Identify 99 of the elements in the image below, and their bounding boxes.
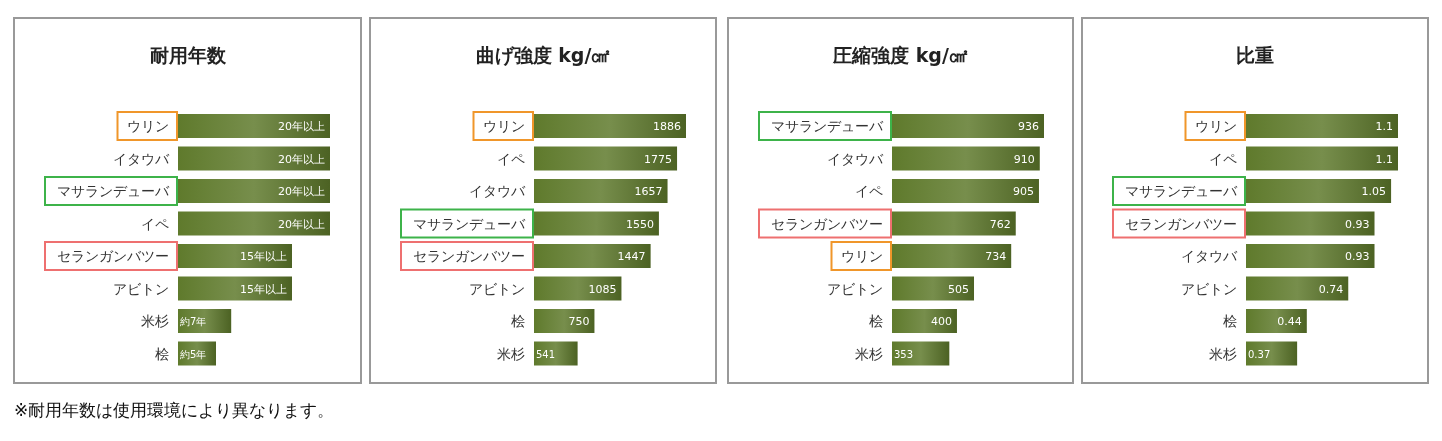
- y-tick-label: イタウバ: [113, 150, 170, 167]
- bar: [178, 114, 330, 138]
- y-tick-label: マサランデューバ: [771, 118, 884, 134]
- bar: [534, 244, 651, 268]
- y-tick-label: 米杉: [141, 313, 169, 329]
- data-label: 0.93: [1345, 217, 1370, 231]
- data-label: 905: [1012, 185, 1034, 198]
- data-label: 1.05: [1361, 185, 1387, 198]
- y-tick-label: セランガンバツー: [57, 248, 169, 264]
- bar: [534, 309, 595, 333]
- bar: [178, 244, 292, 268]
- bar: [892, 276, 975, 301]
- y-tick-label: 米杉: [855, 345, 883, 362]
- data-label: 1447: [617, 250, 646, 263]
- y-tick-label: イペ: [1209, 150, 1237, 167]
- data-label: 15年以上: [240, 282, 287, 296]
- data-label: 0.74: [1318, 282, 1344, 296]
- chart-title: 圧縮強度 kg/㎠: [832, 44, 968, 66]
- y-tick-label: ウリン: [1195, 118, 1237, 134]
- bar: [178, 146, 330, 171]
- data-label: 1550: [625, 217, 654, 231]
- bar: [892, 341, 950, 366]
- text: ※耐用年数は使用環境により異なります。: [14, 400, 335, 420]
- chart-title: 曲げ強度 kg/㎠: [475, 44, 611, 66]
- y-tick-label: イペ: [497, 150, 525, 167]
- bar: [892, 244, 1012, 268]
- bar: [1246, 179, 1392, 203]
- y-tick-label: ウリン: [127, 118, 169, 134]
- y-tick-label: イタウバ: [827, 150, 884, 167]
- data-label: 762: [989, 217, 1011, 231]
- bar: [534, 146, 678, 171]
- bar: [892, 211, 1016, 236]
- bar: [178, 179, 330, 203]
- data-label: 750: [568, 315, 590, 328]
- y-tick-label: アビトン: [469, 280, 525, 297]
- data-label: 1085: [588, 282, 617, 296]
- data-label: 1775: [644, 152, 673, 166]
- y-tick-label: イタウバ: [1181, 248, 1238, 264]
- y-tick-label: アビトン: [827, 280, 883, 297]
- y-tick-label: イタウバ: [469, 183, 526, 199]
- bar: [1246, 309, 1307, 333]
- data-label: 20年以上: [278, 217, 325, 231]
- bar: [534, 341, 578, 366]
- y-tick-label: セランガンバツー: [413, 248, 525, 264]
- data-label: 1886: [653, 120, 681, 133]
- data-label: 353: [894, 348, 914, 360]
- data-label: 1.1: [1375, 120, 1393, 133]
- chart-title: 比重: [1236, 44, 1274, 66]
- chart-title: 耐用年数: [149, 44, 227, 66]
- data-label: 15年以上: [240, 250, 287, 263]
- data-label: 0.37: [1248, 348, 1271, 360]
- bar: [178, 211, 330, 236]
- y-tick-label: マサランデューバ: [57, 183, 170, 199]
- y-tick-label: アビトン: [113, 280, 169, 297]
- bar: [1246, 244, 1375, 268]
- y-tick-label: 米杉: [497, 345, 525, 362]
- data-label: 910: [1013, 152, 1035, 166]
- data-label: 20年以上: [278, 152, 325, 166]
- bar: [534, 179, 668, 203]
- data-label: 約7年: [180, 316, 207, 327]
- bar: [892, 146, 1040, 171]
- data-label: 20年以上: [278, 120, 325, 133]
- bar: [892, 309, 957, 333]
- y-tick-label: 米杉: [1209, 345, 1237, 362]
- data-label: 400: [930, 315, 952, 328]
- y-tick-label: セランガンバツー: [771, 215, 883, 232]
- data-label: 541: [536, 348, 556, 360]
- y-tick-label: 桧: [511, 313, 525, 329]
- bar: [534, 276, 622, 301]
- bar: [534, 211, 659, 236]
- y-tick-label: イペ: [141, 215, 169, 232]
- bar: [892, 114, 1044, 138]
- data-label: 20年以上: [278, 185, 325, 198]
- data-label: 1657: [634, 185, 663, 198]
- y-tick-label: イペ: [855, 183, 883, 199]
- y-tick-label: 桧: [869, 313, 883, 329]
- y-tick-label: セランガンバツー: [1125, 215, 1237, 232]
- data-label: 0.44: [1277, 315, 1302, 328]
- y-tick-label: ウリン: [483, 118, 525, 134]
- bar: [534, 114, 686, 138]
- y-tick-label: アビトン: [1181, 280, 1237, 297]
- bar: [1246, 211, 1375, 236]
- data-label: 936: [1018, 120, 1039, 133]
- y-tick-label: マサランデューバ: [413, 215, 526, 232]
- y-tick-label: ウリン: [841, 248, 883, 264]
- data-label: 505: [948, 282, 970, 296]
- bar: [892, 179, 1039, 203]
- data-label: 約5年: [180, 348, 207, 360]
- data-label: 734: [985, 250, 1007, 263]
- bar: [1246, 146, 1398, 171]
- bar: [1246, 114, 1398, 138]
- y-tick-label: マサランデューバ: [1125, 183, 1238, 199]
- bar: [178, 276, 292, 301]
- y-tick-label: 桧: [155, 345, 169, 362]
- y-tick-label: 桧: [1223, 313, 1237, 329]
- data-label: 0.93: [1345, 250, 1370, 263]
- bar: [1246, 341, 1298, 366]
- bar: [1246, 276, 1349, 301]
- data-label: 1.1: [1375, 152, 1393, 166]
